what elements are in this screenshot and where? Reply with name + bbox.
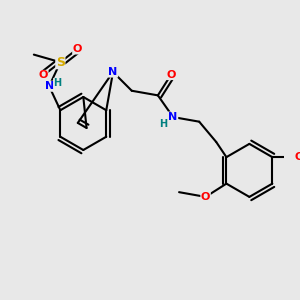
Text: O: O [201,192,210,202]
Text: O: O [73,44,82,54]
Text: O: O [167,70,176,80]
Text: O: O [39,70,48,80]
Text: N: N [44,81,54,91]
Text: H: H [160,119,168,129]
Text: N: N [108,67,118,77]
Text: N: N [169,112,178,122]
Text: O: O [294,152,300,162]
Text: S: S [56,56,65,69]
Text: H: H [54,78,62,88]
